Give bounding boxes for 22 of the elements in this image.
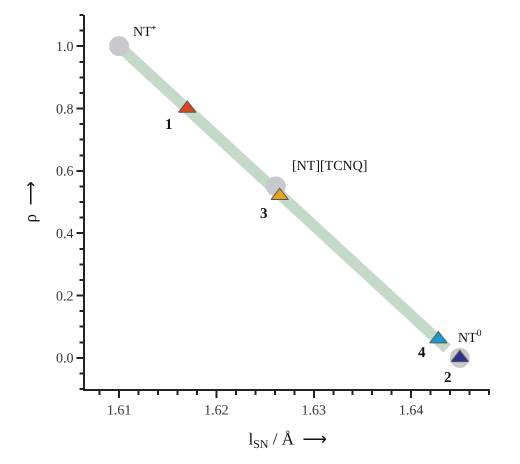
point [450, 350, 469, 362]
annotation: NT$^{0}$ [458, 328, 482, 346]
annotation: NT⁺ [133, 25, 157, 40]
annotation: 4 [418, 345, 426, 361]
y-tick-label: 0.6 [56, 164, 74, 180]
x-axis-title: l$_{SN}$ / Å ⟶ [248, 429, 326, 452]
x-tick-label: 1.63 [302, 404, 326, 419]
annotation: 3 [260, 206, 268, 222]
x-tick-label: 1.64 [398, 404, 424, 419]
y-axis-title: ρ ⟶ [21, 182, 40, 222]
y-tick-label: 1.0 [56, 40, 74, 56]
annotation: 1 [165, 117, 172, 133]
annotation: [NT][TCNQ] [292, 159, 368, 174]
y-tick-label: 0.8 [56, 102, 74, 118]
point [270, 188, 289, 200]
x-tick-label: 1.62 [204, 404, 229, 419]
annotation: 2 [444, 370, 452, 386]
y-tick-label: 0.4 [56, 227, 74, 242]
point [109, 36, 130, 56]
y-tick-label: 0.0 [56, 352, 74, 367]
y-tick-label: 0.2 [56, 289, 74, 304]
x-tick-label: 1.61 [106, 404, 132, 419]
